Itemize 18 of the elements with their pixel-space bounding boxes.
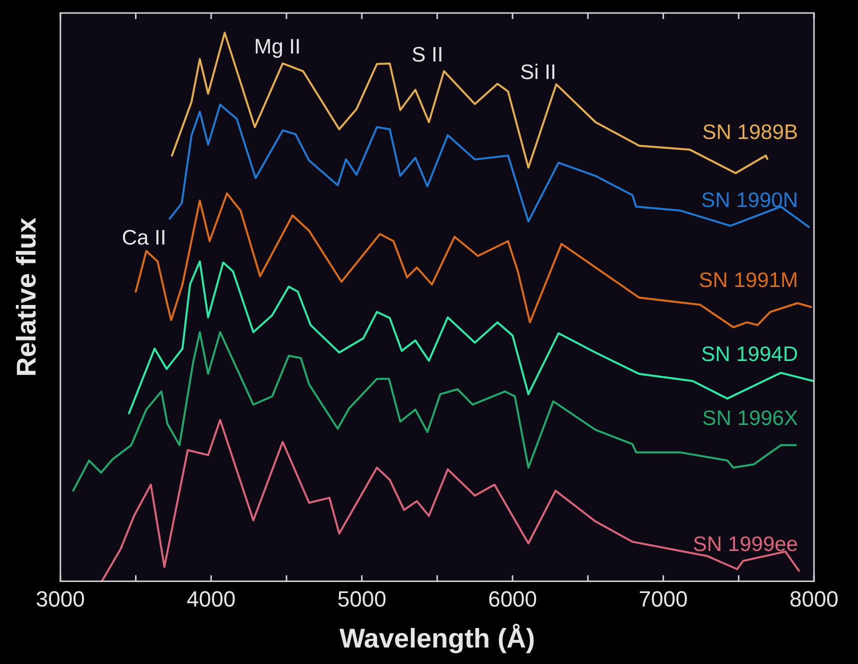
series-label: SN 1999ee [692,532,798,556]
series-label: SN 1990N [701,188,798,212]
series-label: SN 1989B [702,120,798,144]
annotation: Mg II [254,35,301,58]
x-axis-title: Wavelength (Å) [339,623,535,654]
annotation: S II [412,43,444,66]
x-tick-label: 5000 [337,586,386,612]
x-tick-label: 8000 [790,586,838,612]
x-tick-label: 7000 [638,586,688,612]
x-tick-label: 4000 [186,586,236,612]
series-label: SN 1996X [702,407,798,430]
x-tick-label: 3000 [36,586,85,612]
x-tick-label: 6000 [488,586,538,612]
series-label: SN 1994D [701,343,798,366]
series-label: SN 1991M [698,268,798,292]
annotation: Si II [520,61,556,84]
y-axis-title: Relative flux [12,218,42,377]
annotation: Ca II [122,226,166,250]
